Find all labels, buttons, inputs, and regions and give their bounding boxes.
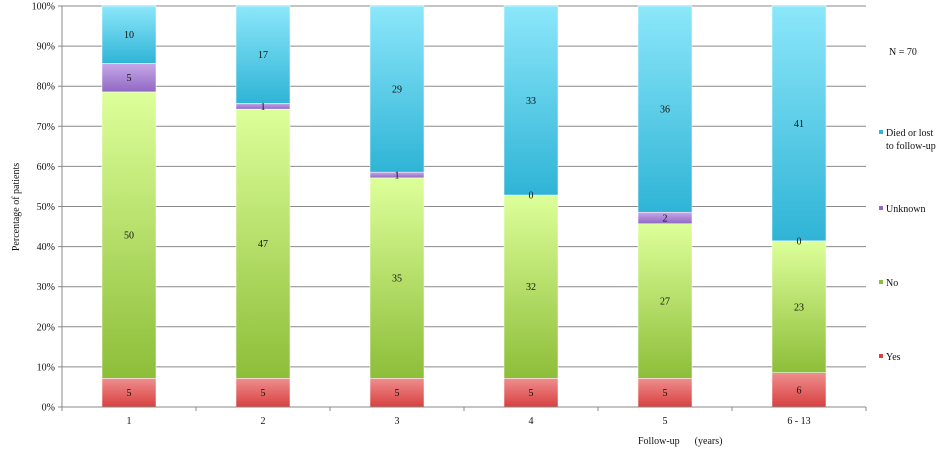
legend-swatch: [879, 280, 883, 284]
y-tick-label: 70%: [37, 122, 55, 133]
bar-segment-died-or-lost-to-follow-up: [235, 5, 291, 104]
data-label: 5: [529, 388, 534, 399]
legend: Yes No Unknown Died or lost to follow-up: [879, 128, 936, 363]
bar-segment-died-or-lost-to-follow-up: [101, 5, 157, 64]
bar-segment-yes: [771, 372, 827, 408]
legend-label: No: [886, 278, 898, 289]
data-label: 5: [127, 388, 132, 399]
y-tick-label: 30%: [37, 282, 55, 293]
x-tick-labels: 1 2 3 4 5 6 - 13: [127, 416, 811, 427]
y-tick-label: 20%: [37, 322, 55, 333]
data-label: 27: [660, 297, 670, 308]
y-axis-title: Percentage of patients: [11, 163, 22, 251]
legend-label: Died or lost to follow-up: [886, 128, 936, 152]
bar-segment-unknown: [101, 63, 157, 93]
y-tick-label: 80%: [37, 82, 55, 93]
data-label: 5: [663, 388, 668, 399]
bar-segment-no: [637, 223, 693, 379]
bar-segment-died-or-lost-to-follow-up: [369, 5, 425, 173]
data-label: 5: [127, 73, 132, 84]
x-tick-label: 6 - 13: [787, 416, 810, 427]
data-label: 41: [794, 119, 804, 130]
legend-label: Yes: [886, 352, 901, 363]
data-label: 5: [395, 388, 400, 399]
data-label: 33: [526, 96, 536, 107]
x-tick-label: 5: [663, 416, 668, 427]
axes: [58, 5, 867, 411]
y-tick-label: 0%: [42, 403, 55, 414]
bar-segment-no: [771, 240, 827, 373]
data-label: 36: [660, 105, 670, 116]
legend-swatch: [879, 206, 883, 210]
data-label: 1: [395, 170, 400, 181]
data-label: 35: [392, 274, 402, 285]
data-label: 2: [663, 213, 668, 224]
data-label: 1: [261, 102, 266, 113]
data-label: 0: [529, 191, 534, 202]
y-tick-label: 40%: [37, 242, 55, 253]
data-label: 6: [797, 385, 802, 396]
x-tick-label: 3: [395, 416, 400, 427]
y-tick-label: 10%: [37, 362, 55, 373]
legend-swatch: [879, 130, 883, 134]
y-tick-label: 60%: [37, 162, 55, 173]
data-label: 5: [261, 388, 266, 399]
legend-swatch: [879, 354, 883, 358]
bar-segment-yes: [235, 378, 291, 408]
bar-segment-no: [235, 108, 291, 379]
data-label: 17: [258, 50, 268, 61]
legend-label: Unknown: [886, 204, 925, 215]
bars: [101, 5, 827, 408]
data-label: 0: [797, 236, 802, 247]
bar-segment-died-or-lost-to-follow-up: [637, 5, 693, 213]
bar-segment-no: [503, 194, 559, 379]
y-tick-label: 100%: [32, 2, 55, 13]
y-tick-labels: 0% 10% 20% 30% 40% 50% 60% 70% 80% 90% 100%: [32, 2, 55, 414]
sample-size-label: N = 70: [889, 47, 917, 58]
data-label: 50: [124, 231, 134, 242]
gridlines: [62, 5, 866, 368]
y-tick-label: 50%: [37, 202, 55, 213]
data-label: 47: [258, 239, 268, 250]
x-tick-label: 4: [529, 416, 534, 427]
x-tick-label: 2: [261, 416, 266, 427]
x-axis-title: Follow-up (years): [638, 436, 722, 447]
y-tick-label: 90%: [37, 42, 55, 53]
bar-segment-died-or-lost-to-follow-up: [771, 5, 827, 242]
bar-segment-yes: [503, 378, 559, 408]
bar-segment-died-or-lost-to-follow-up: [503, 5, 559, 196]
bar-segment-no: [101, 91, 157, 379]
data-label: 29: [392, 85, 402, 96]
bar-segment-yes: [637, 378, 693, 408]
data-label: 23: [794, 302, 804, 313]
data-label: 10: [124, 30, 134, 41]
bar-segment-no: [369, 177, 425, 379]
data-labels: 5 50 5 10 5 47 1 17 5 35 1 29 5 32 0 33 5 27 2 36 6 23 0 41: [124, 30, 804, 399]
x-tick-label: 1: [127, 416, 132, 427]
data-label: 32: [526, 282, 536, 293]
